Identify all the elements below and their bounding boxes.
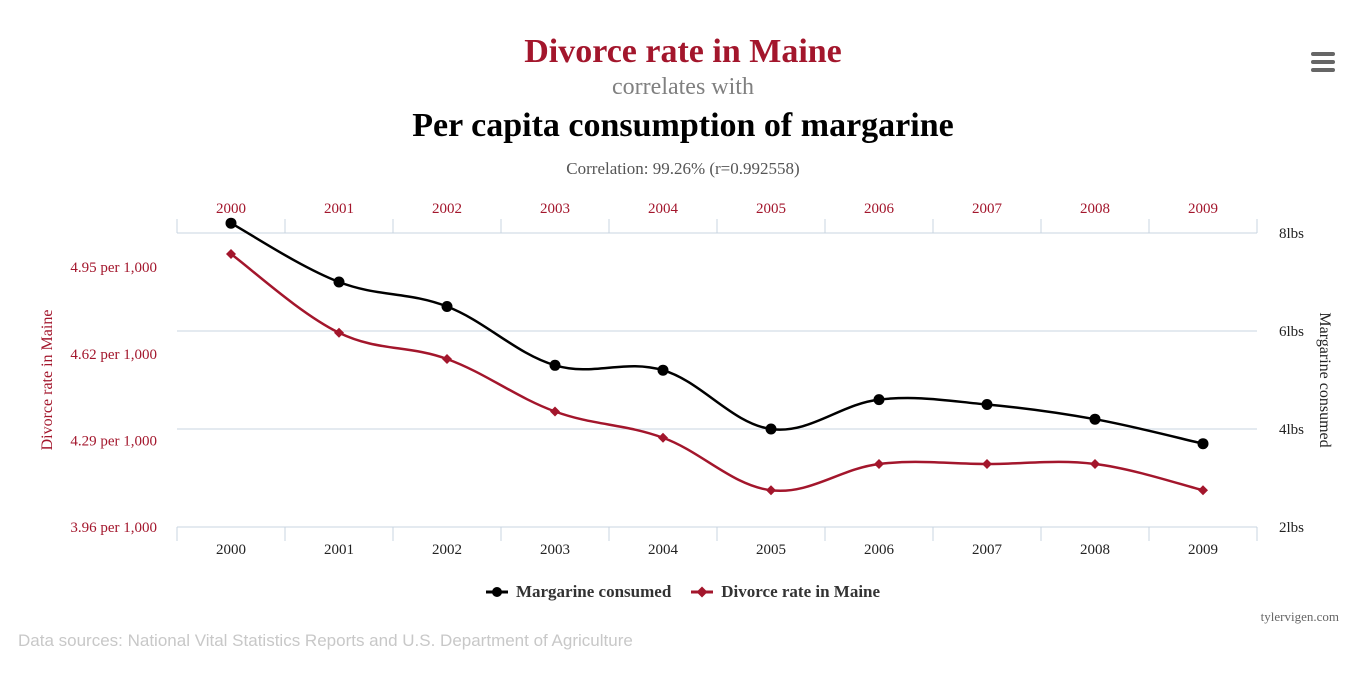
- credit-link[interactable]: tylervigen.com: [1260, 609, 1339, 624]
- right-axis-tick-label: 4lbs: [1279, 422, 1304, 438]
- legend-label-divorce: Divorce rate in Maine: [721, 582, 881, 601]
- bottom-axis-label: 2000: [216, 542, 246, 558]
- bottom-axis-label: 2008: [1080, 542, 1110, 558]
- chart-card: [18, 30, 1348, 634]
- bottom-axis-label: 2002: [432, 542, 462, 558]
- series-line-margarine: [230, 222, 1204, 445]
- bottom-axis-label: 2007: [972, 542, 1003, 558]
- left-axis-tick-label: 4.95 per 1,000: [70, 260, 157, 276]
- series-line-divorce: [230, 252, 1204, 493]
- data-point-divorce: [226, 249, 236, 259]
- top-axis-label: 2002: [432, 201, 462, 217]
- top-axis-label: 2001: [324, 201, 354, 217]
- bottom-axis-label: 2004: [648, 542, 679, 558]
- data-point-divorce: [334, 327, 344, 338]
- left-axis-title: Divorce rate in Maine: [39, 310, 56, 451]
- top-axis-label: 2004: [648, 201, 679, 217]
- top-axis-label: 2007: [972, 201, 1003, 217]
- top-axis-label: 2008: [1080, 201, 1110, 217]
- data-point-margarine: [1197, 438, 1209, 450]
- top-axis-label: 2000: [216, 201, 246, 217]
- data-point-divorce: [442, 354, 452, 364]
- data-point-margarine: [657, 364, 669, 376]
- data-sources-text: Data sources: National Vital Statistics …: [18, 631, 633, 650]
- chart-title-main: Divorce rate in Maine: [524, 33, 842, 70]
- correlation-text: Correlation: 99.26% (r=0.992558): [566, 159, 800, 178]
- data-point-margarine: [765, 423, 777, 435]
- legend-diamond-icon: [691, 586, 714, 598]
- data-point-divorce: [766, 485, 776, 496]
- data-point-divorce: [1090, 459, 1100, 469]
- data-point-divorce: [1198, 485, 1208, 496]
- legend-label-margarine: Margarine consumed: [515, 582, 672, 601]
- left-axis-tick-label: 3.96 per 1,000: [70, 520, 157, 536]
- legend-item-divorce[interactable]: Divorce rate in Maine: [691, 582, 880, 602]
- top-axis-label: 2003: [540, 201, 570, 217]
- data-point-divorce: [550, 406, 560, 417]
- data-point-divorce: [658, 432, 668, 443]
- bottom-axis-label: 2009: [1188, 542, 1218, 558]
- hamburger-menu-icon[interactable]: [1306, 48, 1340, 76]
- bottom-axis-label: 2003: [540, 542, 570, 558]
- legend-item-margarine[interactable]: Margarine consumed: [485, 582, 672, 602]
- legend-circle-icon: [485, 587, 508, 597]
- data-point-margarine: [981, 399, 993, 410]
- data-point-margarine: [1089, 413, 1101, 425]
- right-axis-tick-label: 2lbs: [1279, 520, 1304, 536]
- data-point-divorce: [874, 459, 884, 469]
- top-axis-label: 2005: [756, 201, 786, 217]
- data-point-divorce: [982, 459, 992, 469]
- data-point-margarine: [333, 276, 345, 288]
- data-point-margarine: [549, 359, 561, 371]
- data-point-margarine: [873, 394, 885, 406]
- left-axis-tick-label: 4.62 per 1,000: [70, 347, 157, 363]
- bottom-axis-label: 2001: [324, 542, 354, 558]
- data-point-margarine: [225, 217, 237, 229]
- data-point-margarine: [441, 301, 453, 312]
- bottom-axis-label: 2005: [756, 542, 786, 558]
- left-axis-tick-label: 4.29 per 1,000: [70, 433, 157, 449]
- top-axis-label: 2006: [864, 201, 895, 217]
- right-axis-tick-label: 8lbs: [1279, 226, 1304, 242]
- top-axis-label: 2009: [1188, 201, 1218, 217]
- legend: Margarine consumed Divorce rate in Maine: [0, 582, 1366, 602]
- chart-title-connector: correlates with: [612, 74, 754, 100]
- bottom-axis-label: 2006: [864, 542, 895, 558]
- chart-title-second: Per capita consumption of margarine: [412, 107, 954, 144]
- right-axis-tick-label: 6lbs: [1279, 324, 1304, 340]
- right-axis-title: Margarine consumed: [1316, 312, 1333, 447]
